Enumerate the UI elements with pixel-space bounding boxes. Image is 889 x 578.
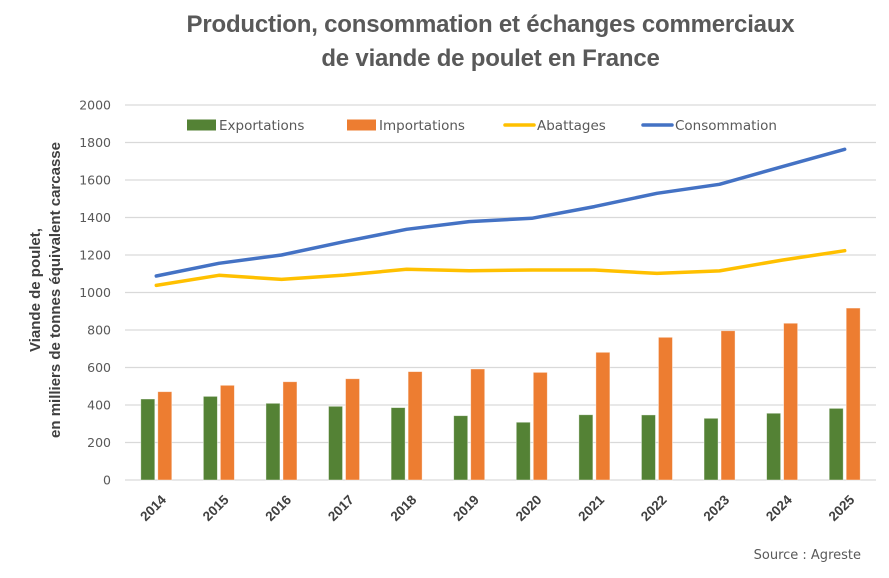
chart-title: Production, consommation et échanges com…	[0, 8, 889, 76]
x-tick-label: 2018	[388, 492, 420, 524]
bar-exportations-2021	[578, 414, 594, 481]
bar-exportations-2020	[515, 421, 531, 481]
legend-label-importations: Importations	[379, 118, 465, 134]
bar-importations-2018	[407, 371, 423, 481]
y-tick-label: 800	[87, 323, 111, 338]
bar-exportations-2016	[265, 402, 281, 481]
x-tick-label: 2014	[137, 492, 169, 524]
bar-importations-2023	[720, 330, 736, 481]
gridlines	[125, 104, 876, 481]
x-tick-label: 2021	[575, 492, 607, 524]
x-tick-label: 2015	[200, 492, 232, 524]
legend-label-exportations: Exportations	[219, 118, 304, 134]
line-consommation	[154, 147, 847, 278]
bar-exportations-2019	[453, 415, 469, 481]
y-tick-label: 0	[103, 473, 111, 488]
lines	[154, 147, 847, 288]
legend-label-abattages: Abattages	[537, 118, 606, 134]
legend: Exportations Importations Abattages Consomm…	[187, 118, 777, 134]
x-tick-label: 2022	[638, 492, 670, 524]
bar-importations-2024	[783, 322, 799, 481]
y-tick-label: 2000	[79, 98, 111, 113]
y-tick-label: 1000	[79, 285, 111, 300]
bar-exportations-2022	[641, 414, 656, 481]
bar-importations-2017	[345, 378, 360, 481]
legend-label-consommation: Consommation	[675, 118, 777, 134]
y-tick-label: 1400	[79, 210, 111, 225]
bar-exportations-2017	[328, 405, 343, 481]
chart-title-line-2: de viande de poulet en France	[321, 45, 660, 72]
y-tick-label: 200	[87, 435, 111, 450]
x-tick-label: 2020	[513, 492, 545, 524]
x-tick-label: 2017	[325, 492, 357, 524]
bar-importations-2022	[658, 336, 673, 481]
y-tick-label: 400	[87, 398, 111, 413]
bars	[140, 307, 861, 481]
bar-exportations-2014	[140, 398, 156, 481]
bar-exportations-2015	[202, 395, 218, 481]
chart-title-line-1: Production, consommation et échanges com…	[186, 11, 795, 38]
x-tick-label: 2024	[763, 492, 795, 524]
y-tick-label: 1600	[79, 173, 111, 188]
y-axis-ticks: 0 200 400 600 800 1000 1200 1400 1600 1800 2000	[79, 98, 111, 488]
y-tick-label: 1200	[79, 248, 111, 263]
legend-swatch-exportations	[187, 119, 216, 131]
x-tick-label: 2023	[700, 492, 732, 524]
bar-importations-2025	[845, 307, 861, 481]
bar-exportations-2025	[828, 407, 844, 481]
x-tick-label: 2016	[262, 492, 294, 524]
bar-importations-2015	[219, 384, 235, 481]
bar-importations-2014	[157, 391, 173, 481]
y-tick-label: 1800	[79, 135, 111, 150]
bar-importations-2019	[470, 368, 486, 481]
x-axis-ticks: 2014 2015 2016 2017 2018 2019 2020 2021 2022 2023…	[137, 492, 858, 524]
bar-importations-2020	[532, 371, 548, 481]
bar-exportations-2023	[703, 417, 719, 481]
bar-importations-2016	[282, 381, 298, 481]
bar-exportations-2024	[766, 412, 782, 481]
legend-swatch-importations	[347, 119, 376, 131]
source-note: Source : Agreste	[753, 548, 861, 563]
x-tick-label: 2019	[450, 492, 482, 524]
line-abattages	[154, 248, 847, 288]
bar-importations-2021	[595, 351, 611, 481]
y-tick-label: 600	[87, 360, 111, 375]
x-tick-label: 2025	[826, 492, 858, 524]
bar-exportations-2018	[390, 407, 406, 481]
